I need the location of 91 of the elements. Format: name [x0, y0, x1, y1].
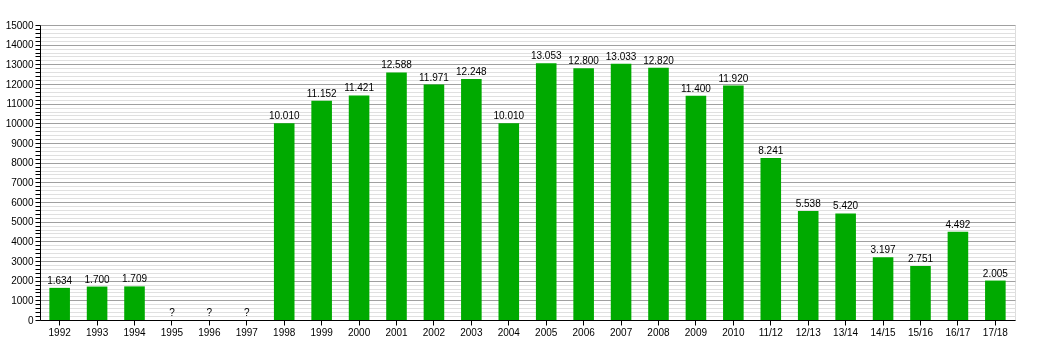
data-label: 11.971	[419, 71, 450, 83]
y-tick-label: 10000	[5, 117, 34, 129]
data-label: 3.197	[870, 244, 897, 256]
data-label: 13.033	[605, 50, 637, 62]
data-label: 2.751	[907, 252, 934, 264]
x-tick-label: 2006	[572, 326, 596, 338]
x-tick-label: 1998	[273, 326, 296, 338]
data-label: 12.248	[456, 66, 488, 78]
y-tick-label: 0	[27, 314, 34, 326]
x-tick-label: 2003	[460, 326, 483, 338]
bar	[910, 265, 931, 320]
data-label: 5.420	[833, 200, 859, 212]
x-tick-label: 17/18	[982, 326, 1009, 338]
y-tick-label: 7000	[11, 176, 34, 188]
y-tick-label: 6000	[11, 196, 34, 208]
y-tick-label: 4000	[11, 235, 34, 247]
x-tick-label: 2009	[684, 326, 708, 338]
x-tick-label: 1996	[198, 326, 221, 338]
y-tick-label: 5000	[11, 216, 34, 228]
x-tick-label: 2010	[722, 326, 745, 338]
y-tick-label: 9000	[11, 137, 34, 149]
bar	[348, 95, 370, 320]
data-label: 8.241	[758, 144, 784, 156]
y-tick-label: 2000	[11, 275, 34, 287]
bar	[760, 157, 782, 320]
data-label: 1.634	[47, 274, 73, 286]
data-label: 2.005	[982, 267, 1009, 279]
x-tick-label: 2002	[422, 326, 446, 338]
bar	[573, 68, 594, 320]
x-tick-label: 12/13	[795, 326, 822, 338]
x-tick-label: 1997	[235, 326, 259, 338]
data-label: 11.920	[718, 72, 749, 84]
x-tick-label: 1992	[48, 326, 72, 338]
data-label: 12.588	[381, 59, 413, 71]
bar	[685, 95, 707, 320]
data-label: 13.053	[530, 50, 562, 62]
y-tick-label: 13000	[5, 58, 34, 70]
data-label: 12.800	[568, 55, 600, 67]
data-label: 12.820	[643, 54, 675, 66]
y-tick-label: 8000	[11, 157, 34, 169]
bar	[311, 100, 332, 320]
y-tick-label: 14000	[5, 39, 34, 51]
x-tick-label: 2000	[347, 326, 371, 338]
bar	[985, 280, 1006, 320]
data-label: 4.492	[945, 218, 971, 230]
x-tick-label: 1993	[85, 326, 109, 338]
text: ?	[206, 307, 213, 318]
data-label: 11.421	[344, 82, 375, 94]
y-tick-label: 12000	[5, 78, 34, 90]
x-tick-label: 16/17	[945, 326, 971, 338]
bar	[797, 211, 819, 320]
data-label: 11.152	[306, 87, 338, 99]
x-tick-label: 2005	[535, 326, 558, 338]
x-tick-label: 11/12	[758, 326, 784, 338]
bar	[86, 286, 108, 320]
bar	[273, 123, 295, 320]
bar	[49, 287, 70, 320]
y-tick-label: 11000	[6, 98, 34, 110]
text: ?	[244, 307, 250, 318]
x-tick-label: 2007	[609, 326, 633, 338]
text: ?	[169, 307, 175, 318]
bar	[461, 79, 482, 320]
data-label: 1.700	[84, 273, 111, 285]
bar	[423, 84, 445, 320]
bar	[648, 67, 669, 320]
data-label: 11.400	[681, 82, 712, 94]
data-label: 5.538	[795, 198, 822, 210]
bar	[835, 213, 856, 320]
x-tick-label: 15/16	[907, 326, 934, 338]
bar	[386, 72, 407, 320]
bar	[124, 286, 145, 320]
data-label: 10.010	[268, 110, 300, 122]
y-tick-label: 3000	[11, 255, 34, 267]
x-tick-label: 1994	[123, 326, 147, 338]
bar	[947, 231, 969, 320]
x-tick-label: 1999	[310, 326, 334, 338]
x-tick-label: 2004	[497, 326, 521, 338]
x-tick-label: 1995	[160, 326, 184, 338]
y-tick-label: 1000	[11, 294, 34, 306]
data-label: 10.010	[493, 110, 525, 122]
bar	[872, 257, 894, 320]
x-tick-label: 13/14	[833, 326, 859, 338]
x-tick-label: 2001	[385, 326, 409, 338]
x-tick-label: 2008	[647, 326, 671, 338]
bar	[535, 63, 557, 320]
bar	[498, 123, 520, 320]
x-tick-label: 14/15	[870, 326, 897, 338]
bar	[723, 85, 744, 320]
y-tick-label: 15000	[5, 19, 34, 31]
data-label: 1.709	[121, 273, 148, 285]
bar	[610, 63, 632, 320]
